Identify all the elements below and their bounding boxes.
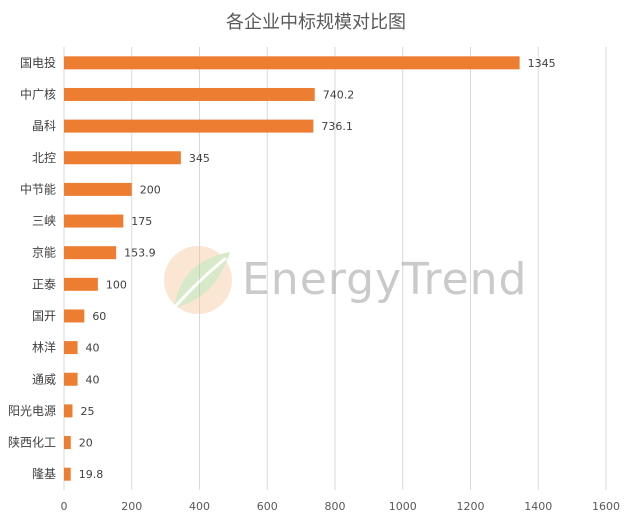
bar-4 bbox=[64, 182, 132, 196]
x-tick-label: 0 bbox=[61, 500, 68, 513]
leaf-logo-icon bbox=[164, 246, 232, 314]
category-label: 三峡 bbox=[32, 214, 56, 228]
bar-7 bbox=[64, 277, 98, 291]
x-tick-label: 1400 bbox=[524, 500, 552, 513]
category-label: 晶科 bbox=[32, 119, 56, 133]
bar-9 bbox=[64, 341, 78, 355]
category-label: 隆基 bbox=[32, 466, 56, 481]
x-tick-label: 400 bbox=[189, 500, 210, 513]
bars bbox=[64, 56, 520, 481]
value-label: 25 bbox=[80, 405, 94, 418]
category-label: 陕西化工 bbox=[8, 435, 56, 450]
category-label: 林洋 bbox=[32, 340, 56, 355]
bar-6 bbox=[64, 246, 117, 260]
value-label: 40 bbox=[86, 373, 100, 386]
value-label: 40 bbox=[86, 342, 100, 355]
chart-title: 各企业中标规模对比图 bbox=[226, 12, 406, 33]
x-tick-label: 600 bbox=[257, 500, 278, 513]
gridlines bbox=[63, 47, 607, 490]
category-label: 阳光电源 bbox=[8, 404, 56, 418]
category-label: 国电投 bbox=[20, 55, 56, 70]
value-label: 200 bbox=[140, 183, 161, 196]
category-label: 通威 bbox=[32, 372, 56, 386]
category-label: 国开 bbox=[32, 309, 56, 323]
bar-10 bbox=[64, 372, 78, 386]
bar-3 bbox=[64, 151, 181, 165]
watermark: EnergyTrend bbox=[160, 238, 540, 324]
bar-8 bbox=[64, 309, 85, 323]
bar-0 bbox=[64, 56, 520, 70]
bar-13 bbox=[64, 467, 71, 481]
x-tick-label: 200 bbox=[121, 500, 142, 513]
x-tick-label: 1200 bbox=[457, 500, 485, 513]
value-label: 736.1 bbox=[321, 120, 353, 133]
bar-11 bbox=[64, 404, 73, 418]
value-label: 60 bbox=[92, 310, 106, 323]
value-label: 20 bbox=[79, 437, 93, 450]
x-tick-label: 800 bbox=[325, 500, 346, 513]
x-tick-label: 1000 bbox=[389, 500, 417, 513]
bar-2 bbox=[64, 119, 314, 133]
bar-1 bbox=[64, 87, 315, 101]
value-label: 19.8 bbox=[79, 468, 104, 481]
value-label: 153.9 bbox=[124, 247, 156, 260]
value-label: 740.2 bbox=[323, 88, 355, 101]
watermark-text: EnergyTrend bbox=[242, 254, 528, 305]
value-label: 1345 bbox=[528, 57, 556, 70]
labels: 0 200 400 600 800 1000 1200 1400 1600 国电投 1345 中广核 7… bbox=[8, 55, 620, 513]
bar-12 bbox=[64, 436, 71, 450]
category-label: 正泰 bbox=[32, 277, 56, 291]
x-tick-label: 1600 bbox=[592, 500, 620, 513]
value-label: 100 bbox=[106, 278, 127, 291]
value-label: 175 bbox=[131, 215, 152, 228]
bar-5 bbox=[64, 214, 124, 228]
category-label: 京能 bbox=[32, 246, 56, 260]
category-label: 中节能 bbox=[20, 181, 56, 196]
value-label: 345 bbox=[189, 152, 210, 165]
category-label: 北控 bbox=[32, 151, 56, 165]
category-label: 中广核 bbox=[20, 86, 56, 101]
